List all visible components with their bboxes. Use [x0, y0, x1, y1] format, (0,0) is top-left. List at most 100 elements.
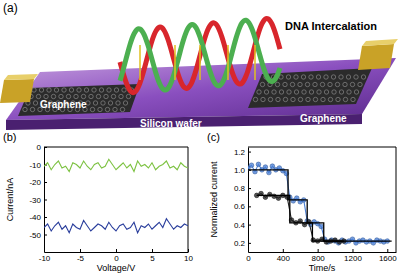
lattice-ring	[336, 97, 340, 101]
marker	[270, 164, 275, 169]
step-fit	[257, 195, 344, 241]
x-tick-label: 10	[184, 254, 193, 263]
y-tick-label: -20	[29, 178, 41, 187]
lattice-ring	[291, 97, 295, 101]
x-tick-mark	[80, 249, 81, 252]
lattice-ring	[98, 107, 102, 111]
y-tick-mark	[44, 182, 47, 183]
lattice-ring	[298, 82, 302, 86]
dna-rung	[227, 45, 229, 80]
lattice-ring	[119, 94, 123, 98]
x-tick-label: -10	[39, 254, 51, 263]
marker	[337, 240, 342, 245]
lattice-ring	[354, 75, 358, 79]
figure: (a)DNA IntercalationGrapheneGrapheneSili…	[0, 0, 401, 273]
lattice-ring	[108, 101, 112, 105]
x-tick-mark	[352, 249, 353, 252]
lattice-ring	[283, 97, 287, 101]
lattice-ring	[261, 97, 265, 101]
dna-rung	[174, 45, 176, 80]
lattice-ring	[107, 88, 111, 92]
lattice-ring	[253, 97, 257, 101]
lattice-ring	[320, 82, 324, 86]
lattice-ring	[93, 101, 97, 105]
y-tick: 0.8	[234, 184, 251, 193]
y-tick-label: 0.4	[234, 221, 246, 230]
lattice-ring	[114, 88, 118, 92]
x-tick-label: 0	[114, 254, 119, 263]
lattice-ring	[92, 88, 96, 92]
dna-rung	[254, 45, 256, 80]
y-tick-label: 1.0	[234, 166, 246, 175]
lattice-ring	[283, 82, 287, 86]
silicon-wafer	[6, 58, 396, 120]
lattice-ring	[343, 82, 347, 86]
y-tick: 1.2	[234, 148, 251, 157]
marker	[319, 224, 324, 229]
lattice-ring	[116, 101, 120, 105]
lattice-ring	[317, 90, 321, 94]
lattice-ring	[111, 94, 115, 98]
lattice-ring	[321, 97, 325, 101]
series-line	[257, 194, 344, 242]
marker	[276, 196, 281, 201]
lattice-ring	[272, 90, 276, 94]
chart: -10-50510-50-40-30-20-100(b)Voltage/VCur…	[3, 131, 193, 273]
x-tick-label: 1600	[379, 254, 397, 263]
lattice-ring	[316, 75, 320, 79]
lattice-ring	[126, 94, 130, 98]
lattice-ring	[279, 90, 283, 94]
marker	[324, 240, 329, 245]
x-tick: 1600	[379, 249, 397, 263]
lattice-ring	[77, 88, 81, 92]
lattice-ring	[62, 88, 66, 92]
y-tick-mark	[44, 147, 47, 148]
plot-area	[44, 159, 188, 233]
panel-label: (a)	[3, 1, 18, 15]
lattice-ring	[113, 107, 117, 111]
x-tick-label: 800	[311, 254, 325, 263]
dna-strand	[120, 19, 280, 93]
lattice-ring	[298, 97, 302, 101]
lattice-ring	[354, 90, 358, 94]
lattice-ring	[101, 101, 105, 105]
lattice-ring	[358, 82, 362, 86]
lattice-ring	[99, 88, 103, 92]
y-tick: -10	[29, 161, 47, 170]
y-tick-label: -40	[29, 213, 41, 222]
lattice-ring	[96, 94, 100, 98]
marker	[311, 238, 316, 243]
y-tick-mark	[248, 188, 251, 189]
y-tick-label: 0.2	[234, 239, 246, 248]
lattice-ring	[347, 90, 351, 94]
x-tick-label: 5	[150, 254, 155, 263]
y-tick: -50	[29, 231, 47, 240]
y-tick-label: -50	[29, 231, 41, 240]
lattice-ring	[69, 88, 73, 92]
plot-area	[248, 162, 392, 245]
electrode-right	[358, 44, 394, 70]
illustration-label: Silicon wafer	[140, 118, 202, 129]
y-tick-mark	[248, 225, 251, 226]
x-axis: 040080012001600	[246, 249, 397, 263]
marker	[249, 163, 254, 168]
lattice-ring	[351, 97, 355, 101]
marker	[333, 238, 338, 243]
lattice-ring	[339, 90, 343, 94]
y-tick: -40	[29, 213, 47, 222]
y-tick-label: -10	[29, 161, 41, 170]
x-axis: -10-50510	[39, 249, 194, 263]
x-tick: 5	[150, 249, 155, 263]
y-tick-label: 1.2	[234, 148, 246, 157]
lattice-ring	[332, 90, 336, 94]
x-tick-mark	[318, 249, 319, 252]
lattice-ring	[305, 82, 309, 86]
x-tick: 10	[184, 249, 193, 263]
y-tick-mark	[44, 217, 47, 218]
lattice-ring	[23, 107, 27, 111]
step-fit	[248, 170, 392, 241]
lattice-ring	[268, 97, 272, 101]
y-axis: 0.20.40.60.81.01.2	[234, 148, 251, 253]
lattice-ring	[306, 97, 310, 101]
lattice-ring	[361, 75, 365, 79]
